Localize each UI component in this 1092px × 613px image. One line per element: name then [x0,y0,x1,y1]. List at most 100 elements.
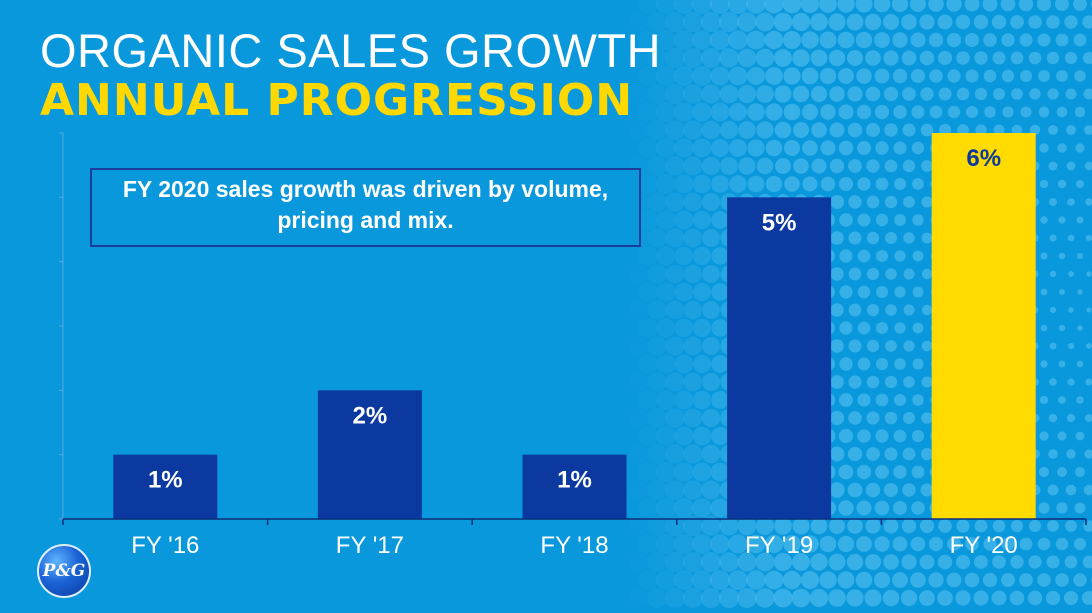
background-dot [1055,0,1069,11]
background-dot [902,123,916,137]
background-dot [729,175,747,193]
background-dot [856,500,872,516]
background-dot [810,517,828,535]
background-dot [848,231,862,245]
background-dot [701,588,721,608]
background-dot [774,121,792,139]
background-dot [746,534,766,554]
background-dot [892,536,908,552]
background-dot [839,321,853,335]
background-dot [864,589,882,607]
background-dot [893,177,907,191]
background-dot [865,482,881,498]
background-dot [848,159,862,173]
background-dot [1039,431,1049,441]
background-dot [830,303,844,317]
background-dot [692,0,712,14]
background-dot [701,516,721,536]
background-dot [701,408,721,428]
background-dot [839,249,853,263]
background-dot [719,516,739,536]
background-dot [903,196,915,208]
background-dot [1075,467,1085,477]
background-dot [638,498,658,518]
background-dot [857,249,871,263]
background-dot [793,122,809,138]
background-dot [1064,555,1078,569]
background-dot [1058,252,1066,260]
background-dot [894,394,906,406]
background-dot [738,121,756,139]
background-dot [765,67,783,85]
background-dot [773,588,793,608]
background-dot [848,267,862,281]
background-dot [884,195,898,209]
background-dot [966,106,978,118]
background-dot [856,536,872,552]
background-dot [665,300,685,320]
background-dot [692,462,712,482]
background-dot [855,31,873,49]
background-dot [1084,161,1092,171]
background-dot [683,588,703,608]
background-dot [647,372,667,392]
background-dot [756,85,774,103]
background-dot [710,102,730,122]
background-dot [647,336,667,356]
background-dot [692,498,712,518]
background-dot [885,268,897,280]
background-dot [983,537,997,551]
background-dot [674,498,694,518]
bar-fy19 [727,197,832,520]
background-dot [866,231,880,245]
background-dot [1059,289,1065,295]
background-dot [1065,88,1077,100]
background-dot [838,464,854,480]
background-dot [991,590,1007,606]
background-dot [864,13,882,31]
background-dot [683,444,703,464]
background-dot [647,480,667,500]
background-dot [1049,342,1057,350]
background-dot [728,102,748,122]
background-dot [638,570,658,590]
background-dot [747,103,765,121]
background-dot [647,300,667,320]
background-dot [774,49,792,67]
background-dot [956,519,970,533]
background-dot [638,534,658,554]
background-dot [1040,288,1048,296]
background-dot [692,102,712,122]
background-dot [866,411,880,425]
background-dot [875,465,889,479]
background-dot [638,0,658,14]
background-dot [1046,555,1060,569]
background-dot [638,354,658,374]
background-dot [747,139,765,157]
background-dot [838,140,854,156]
background-dot [674,30,694,50]
background-dot [755,12,775,32]
background-dot [1027,590,1043,606]
background-dot [701,120,721,140]
background-dot [993,88,1005,100]
background-dot [848,195,862,209]
background-dot [692,138,712,158]
background-dot [912,178,924,190]
background-dot [728,0,748,14]
background-dot [647,120,667,140]
background-dot [710,30,730,50]
background-dot [638,210,658,230]
background-dot [674,0,694,14]
background-dot [965,69,979,83]
background-dot [737,12,757,32]
background-dot [829,446,845,462]
background-dot [674,426,694,446]
background-dot [866,339,880,353]
background-dot [719,48,739,68]
background-dot [903,340,915,352]
background-dot [719,12,739,32]
background-dot [1082,555,1092,569]
background-dot [1056,106,1068,118]
background-dot [894,214,906,226]
